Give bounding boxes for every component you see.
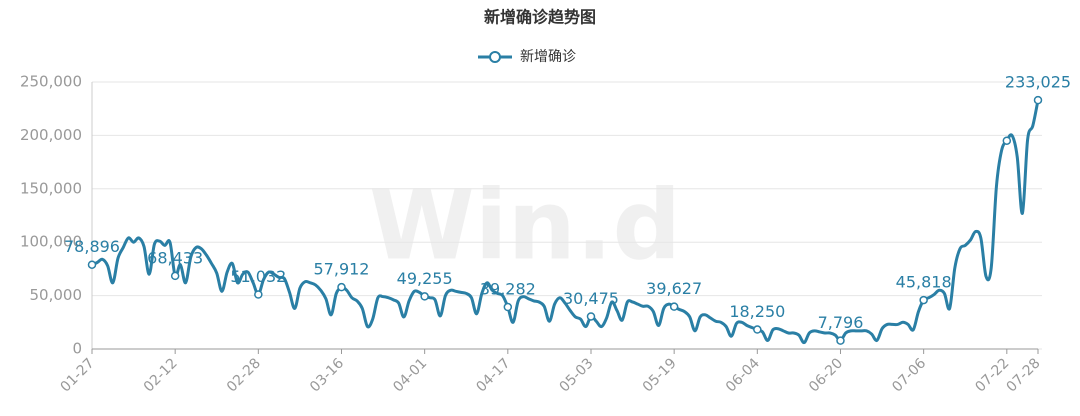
data-point	[503, 302, 513, 312]
value-label: 30,475	[563, 289, 619, 308]
value-label: 49,255	[397, 269, 453, 288]
x-tick-label: 07-06	[889, 355, 929, 395]
data-point	[420, 292, 429, 301]
y-tick-label: 0	[72, 340, 82, 358]
value-label: 39,282	[480, 280, 536, 299]
x-tick-label: 01-27	[58, 355, 98, 395]
value-label: 18,250	[729, 302, 785, 321]
x-tick-label: 02-28	[224, 355, 264, 395]
x-tick-label: 05-03	[557, 355, 597, 395]
x-tick-label: 05-19	[640, 355, 680, 395]
x-tick-label: 02-12	[141, 355, 181, 395]
value-label: 51,032	[230, 267, 286, 286]
data-point	[170, 271, 180, 281]
legend: 新增确诊	[478, 49, 576, 65]
data-line	[91, 99, 1040, 345]
value-label: 45,818	[896, 273, 952, 292]
legend-label: 新增确诊	[520, 49, 576, 65]
data-point	[87, 260, 97, 269]
y-tick-label: 50,000	[30, 286, 83, 304]
data-point	[669, 302, 679, 311]
data-point	[836, 336, 845, 345]
value-label: 233,025	[1005, 73, 1071, 92]
y-tick-label: 200,000	[20, 126, 82, 144]
value-label: 78,896	[64, 237, 120, 256]
x-tick-label: 07-22	[972, 355, 1012, 395]
y-tick-label: 250,000	[20, 73, 82, 91]
y-tick-label: 100,000	[20, 233, 82, 251]
x-tick-label: 07-28	[1004, 355, 1044, 395]
data-point	[1033, 95, 1043, 105]
data-point	[586, 312, 596, 321]
watermark: Win.d	[369, 169, 681, 281]
x-tick-label: 06-04	[723, 355, 763, 395]
x-tick-label: 04-17	[473, 355, 513, 395]
data-point	[254, 290, 263, 299]
data-point	[337, 282, 346, 292]
x-tick-label: 06-20	[806, 355, 846, 395]
data-point	[919, 295, 928, 305]
chart-title: 新增确诊趋势图	[484, 8, 596, 27]
y-tick-label: 150,000	[20, 179, 82, 197]
value-label: 57,912	[314, 260, 370, 279]
value-label: 39,627	[646, 279, 702, 298]
data-point	[1002, 136, 1012, 145]
value-label: 68,433	[147, 248, 203, 267]
legend-marker	[489, 51, 501, 63]
data-point	[753, 325, 762, 334]
x-tick-label: 04-01	[390, 355, 430, 395]
x-tick-label: 03-16	[307, 355, 347, 395]
value-label: 7,796	[818, 313, 864, 332]
